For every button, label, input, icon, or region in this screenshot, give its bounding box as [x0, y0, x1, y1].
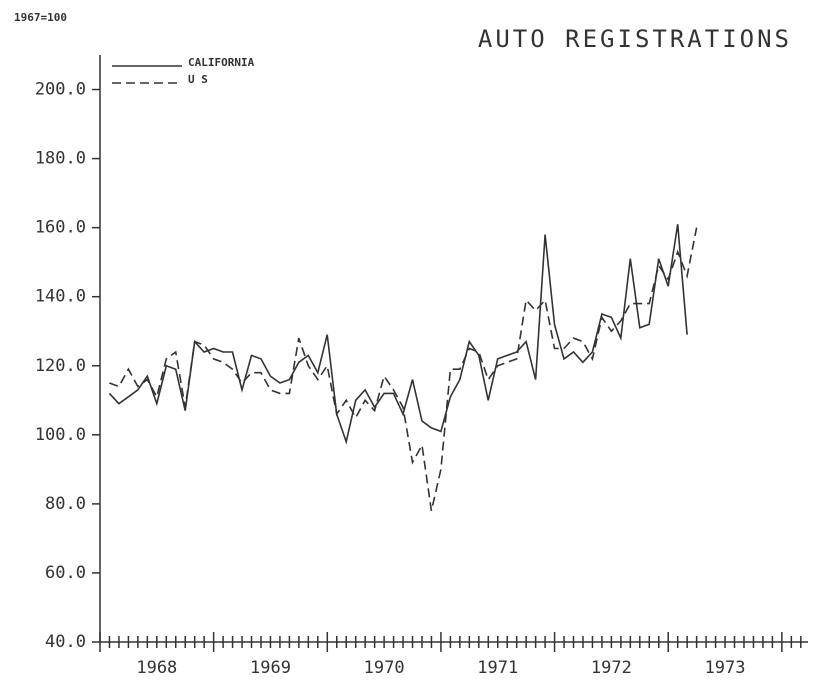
y-tick-label: 60.0 [45, 563, 86, 583]
y-tick-label: 80.0 [45, 494, 86, 514]
chart-title: AUTO REGISTRATIONS [478, 25, 792, 53]
series-line [109, 227, 698, 511]
y-tick-label: 40.0 [45, 632, 86, 652]
x-tick-label: 1971 [477, 658, 518, 678]
y-tick-label: 180.0 [35, 149, 86, 169]
y-tick-label: 160.0 [35, 218, 86, 238]
x-tick-label: 1972 [591, 658, 632, 678]
y-tick-label: 120.0 [35, 356, 86, 376]
y-tick-label: 140.0 [35, 287, 86, 307]
x-tick-label: 1968 [136, 658, 177, 678]
legend-label: CALIFORNIA [188, 56, 255, 69]
y-tick-label: 200.0 [35, 80, 86, 100]
x-tick-label: 1973 [705, 658, 746, 678]
x-tick-label: 1969 [250, 658, 291, 678]
series-line [108, 224, 688, 445]
chart-subtitle: 1967=100 [14, 11, 67, 24]
x-tick-label: 1970 [364, 658, 405, 678]
y-tick-label: 100.0 [35, 425, 86, 445]
legend-label: U S [188, 73, 208, 86]
